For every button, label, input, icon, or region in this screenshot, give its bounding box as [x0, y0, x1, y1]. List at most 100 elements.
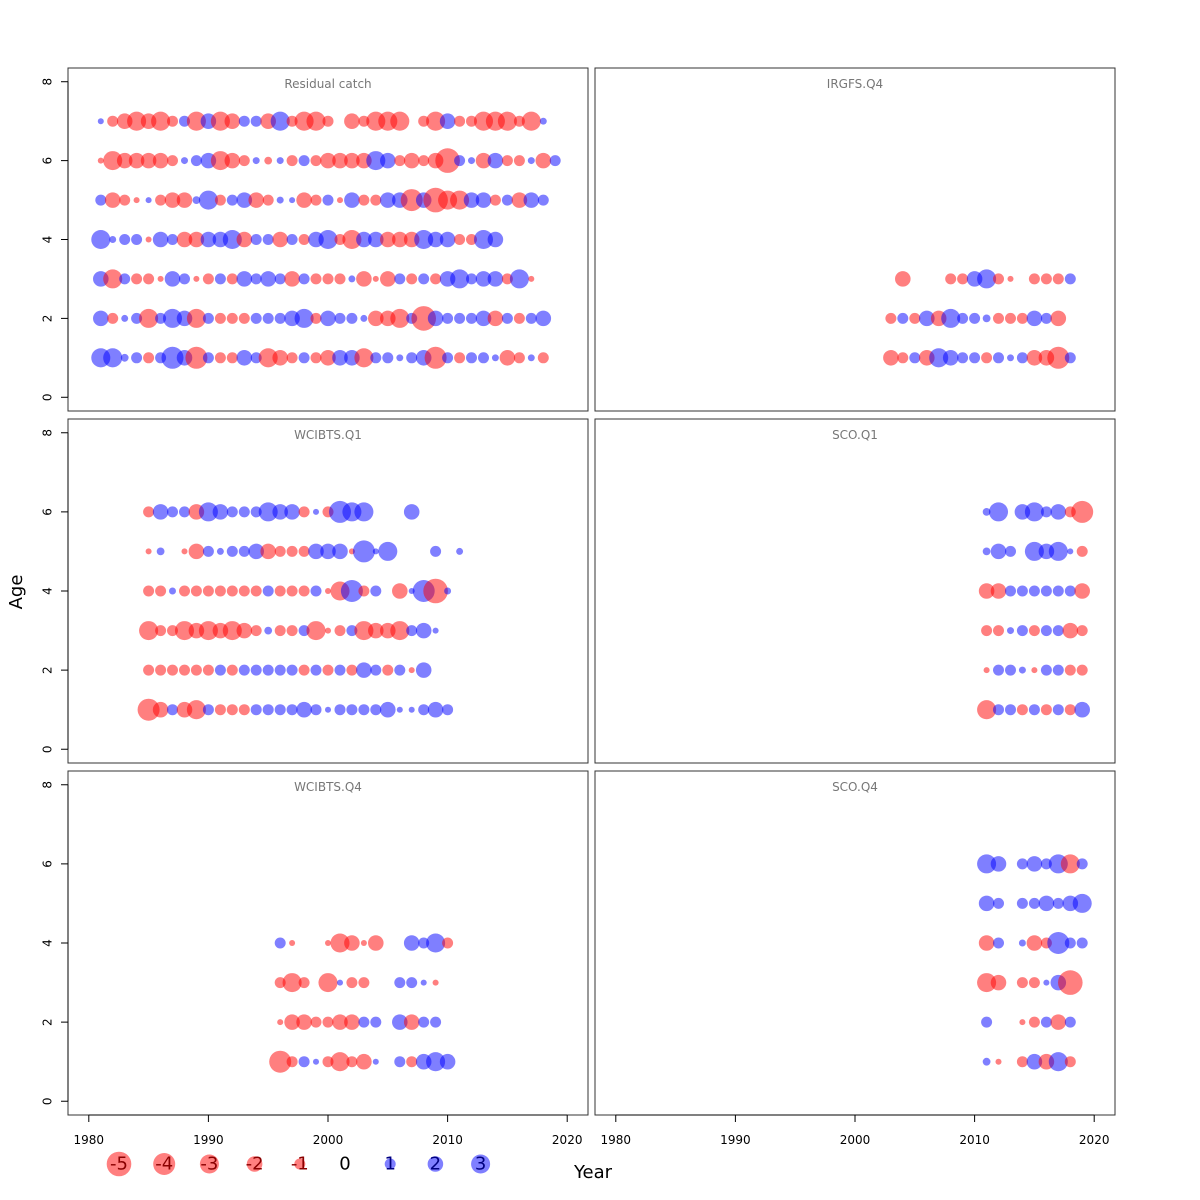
residual-point-2002-age-4 — [340, 580, 363, 602]
residual-point-2014-age-2 — [487, 310, 504, 327]
residual-point-1999-age-5 — [308, 543, 324, 560]
residual-point-1984-age-2 — [131, 312, 143, 324]
legend-entry: 3 — [471, 1154, 491, 1175]
residual-point-2012-age-1 — [466, 352, 477, 364]
residual-point-2001-age-1 — [334, 704, 346, 716]
residual-point-2008-age-2 — [418, 1016, 430, 1028]
x-tick-label: 2010 — [959, 1133, 990, 1147]
residual-point-2018-age-2 — [535, 310, 552, 327]
residual-point-2007-age-2 — [403, 1014, 420, 1030]
residual-point-1991-age-1 — [214, 704, 226, 716]
residual-point-2009-age-1 — [427, 701, 444, 718]
residual-point-2010-age-1 — [442, 352, 454, 364]
residual-point-1992-age-5 — [226, 545, 238, 557]
residual-point-2015-age-1 — [499, 350, 516, 366]
residual-point-1992-age-1 — [226, 352, 238, 364]
y-tick-label: 0 — [41, 745, 55, 753]
residual-point-1984-age-5 — [133, 197, 140, 204]
residual-point-1983-age-3 — [119, 273, 131, 285]
residual-point-1997-age-5 — [286, 545, 298, 557]
panel-title: SCO.Q1 — [832, 428, 878, 442]
legend-bubble — [153, 1153, 176, 1175]
residual-point-1992-age-5 — [226, 194, 238, 206]
residual-point-2016-age-6 — [513, 155, 525, 167]
residual-point-2016-age-3 — [1043, 979, 1050, 986]
residual-point-2002-age-3 — [346, 977, 358, 989]
legend-entry: 1 — [384, 1154, 395, 1175]
residual-point-2014-age-5 — [1016, 897, 1028, 909]
residual-point-1990-age-3 — [202, 273, 214, 285]
residual-point-1993-age-4 — [236, 231, 253, 248]
residual-point-2011-age-2 — [982, 314, 991, 323]
residual-point-2017-age-1 — [1047, 346, 1070, 369]
residual-point-1996-age-4 — [272, 231, 288, 248]
residual-point-1983-age-6 — [116, 152, 133, 169]
residual-point-2008-age-4 — [418, 937, 430, 949]
residual-point-1993-age-4 — [238, 585, 250, 597]
residual-point-1998-age-6 — [298, 155, 310, 167]
residual-point-2004-age-4 — [368, 231, 384, 248]
residual-point-2014-age-3 — [1016, 977, 1028, 989]
legend-label: 1 — [384, 1154, 395, 1175]
residual-point-2009-age-1 — [424, 346, 447, 369]
residual-point-1994-age-2 — [250, 312, 262, 324]
residual-point-1993-age-3 — [236, 622, 253, 639]
residual-point-1986-age-3 — [157, 275, 164, 282]
residual-point-1998-age-1 — [298, 1056, 310, 1068]
residual-point-1985-age-1 — [143, 352, 155, 364]
residual-point-2001-age-3 — [334, 273, 346, 285]
residual-point-1998-age-3 — [298, 625, 310, 637]
residual-point-1982-age-5 — [104, 192, 121, 208]
residual-point-2001-age-2 — [334, 664, 346, 676]
residual-point-2007-age-3 — [406, 977, 418, 989]
residual-point-2000-age-3 — [322, 273, 334, 285]
y-tick-label: 0 — [41, 393, 55, 401]
residual-point-1998-age-4 — [298, 234, 310, 245]
residual-point-2008-age-7 — [418, 115, 430, 127]
residual-point-2007-age-5 — [400, 189, 423, 212]
legend-bubble — [106, 1151, 132, 1177]
residual-point-1989-age-6 — [190, 155, 202, 167]
residual-point-2000-age-3 — [324, 627, 332, 634]
residual-point-2011-age-1 — [981, 352, 993, 364]
residual-point-1990-age-2 — [202, 312, 214, 324]
residual-point-1999-age-4 — [310, 585, 322, 597]
residual-point-2010-age-4 — [444, 587, 452, 595]
residual-point-1990-age-4 — [202, 585, 214, 597]
residual-point-2016-age-3 — [1040, 273, 1052, 285]
legend-bubble — [294, 1158, 306, 1170]
residual-point-2008-age-3 — [420, 979, 427, 986]
residual-point-2002-age-3 — [346, 625, 358, 637]
residual-point-2015-age-2 — [1026, 310, 1043, 327]
residual-point-1984-age-1 — [131, 352, 143, 364]
residual-point-2019-age-5 — [1072, 893, 1092, 913]
residual-point-1994-age-6 — [250, 506, 262, 518]
residual-point-2010-age-4 — [439, 231, 456, 248]
residual-point-2011-age-2 — [981, 1016, 993, 1028]
residual-point-2002-age-1 — [346, 704, 358, 716]
residual-point-1999-age-2 — [310, 664, 322, 676]
x-tick-label: 2010 — [432, 1133, 463, 1147]
residual-point-2010-age-7 — [439, 113, 456, 129]
legend-bubble — [427, 1156, 444, 1172]
residual-point-1989-age-7 — [186, 111, 206, 131]
residual-point-1996-age-2 — [274, 664, 286, 676]
x-tick-label: 1980 — [601, 1133, 632, 1147]
residual-point-2015-age-3 — [501, 273, 513, 285]
bubbles — [977, 854, 1092, 1072]
residual-point-2010-age-1 — [439, 1053, 456, 1070]
residual-point-1987-age-3 — [164, 271, 181, 287]
residual-point-1995-age-3 — [260, 271, 276, 287]
residual-point-2013-age-6 — [475, 152, 492, 169]
legend-label: 0 — [339, 1154, 350, 1175]
y-axis: 0 2 4 6 8 — [41, 781, 69, 1105]
residual-point-2009-age-3 — [957, 273, 969, 285]
residual-point-1986-age-5 — [156, 547, 165, 556]
y-tick-label: 2 — [41, 1018, 55, 1026]
residual-point-1998-age-3 — [298, 977, 310, 989]
y-tick-label: 8 — [41, 78, 55, 86]
residual-point-2003-age-2 — [885, 312, 897, 324]
residual-point-1991-age-2 — [214, 312, 226, 324]
residual-point-2014-age-1 — [491, 354, 499, 362]
residual-point-1997-age-6 — [286, 155, 298, 167]
